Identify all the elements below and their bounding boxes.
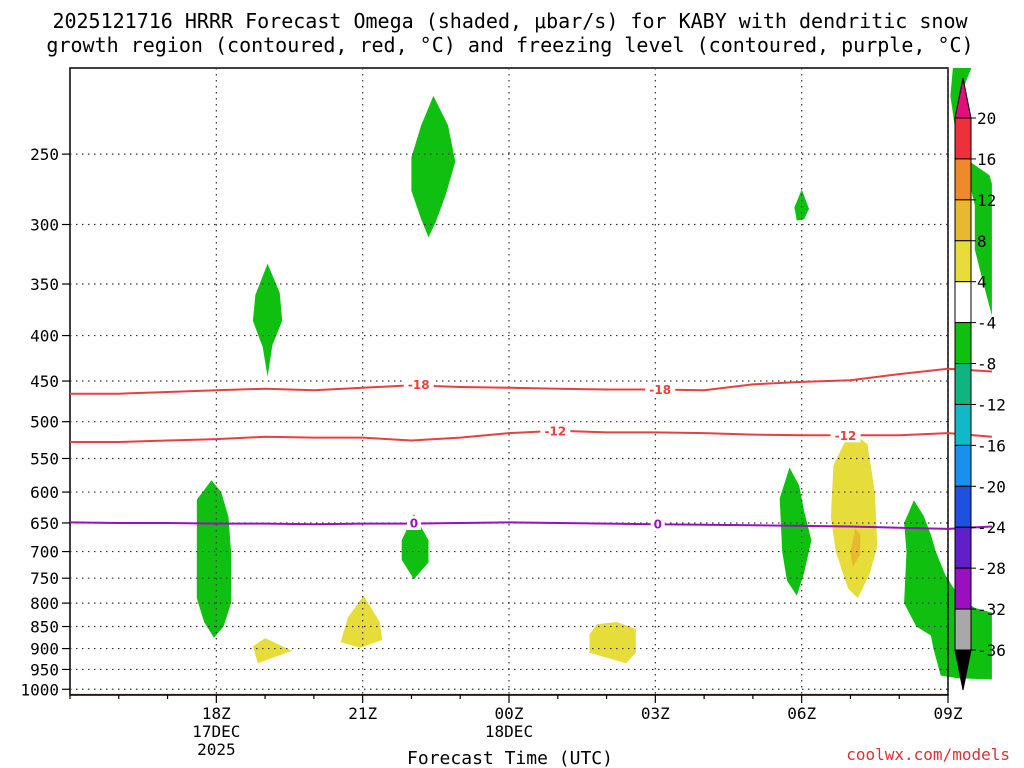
y-tick-label-1000: 1000: [20, 680, 59, 699]
chart-title-line2: growth region (contoured, red, °C) and f…: [46, 33, 973, 57]
colorbar-label-13: -36: [977, 641, 1006, 660]
dgz-minus-12-label-bg-1: [830, 428, 861, 443]
colorbar-segment-6: [954, 363, 972, 405]
x-tick-label-18-2: 2025: [197, 740, 236, 759]
y-axis: 250 300 350 400 450 500 550 600 650 700 750 800 850 9…: [20, 145, 70, 699]
y-tick-label-250: 250: [30, 145, 59, 164]
omega-orange-07z: [850, 528, 861, 567]
colorbar-label-10: -24: [977, 518, 1006, 537]
y-tick-label-400: 400: [30, 327, 59, 346]
x-tick-label-30-0: 06Z: [787, 704, 816, 723]
omega-green-upper-center: [411, 95, 456, 238]
colorbar-bottom-arrow: [954, 649, 972, 691]
dgz-minus-18-label-0: -18: [408, 378, 430, 392]
colorbar: 20 16 12 8 4 -4 -8 -12 -16 -20 -24 -28 -32 -36: [954, 77, 1006, 691]
dgz-minus-12-label-1: -12: [835, 429, 857, 443]
omega-green-18z-low: [196, 480, 231, 638]
omega-yellow-0130: [589, 622, 636, 664]
dgz-minus-18-line: [70, 367, 992, 395]
colorbar-label-8: -16: [977, 436, 1006, 455]
colorbar-segment-5: [954, 322, 972, 365]
y-tick-label-900: 900: [30, 640, 59, 659]
colorbar-segment-8: [954, 444, 972, 487]
omega-green-350-400: [252, 263, 283, 377]
omega-yellow-2030: [340, 595, 383, 648]
colorbar-segment-9: [954, 485, 972, 528]
colorbar-segment-0: [954, 117, 972, 160]
x-tick-label-18-1: 17DEC: [192, 722, 240, 741]
freezing-level-0-line: [69, 521, 992, 530]
credit-text: coolwx.com/models: [846, 745, 1010, 764]
omega-green-22z: [401, 514, 429, 580]
dgz-minus-12-label-bg-0: [540, 423, 571, 438]
y-tick-label-300: 300: [30, 216, 59, 235]
colorbar-label-0: 20: [977, 109, 996, 128]
dgz-minus-18-label-1: -18: [649, 383, 671, 397]
x-tick-label-27-0: 03Z: [641, 704, 670, 723]
colorbar-label-9: -20: [977, 477, 1006, 496]
colorbar-segment-12: [954, 608, 972, 651]
dgz-minus-12-label-0: -12: [544, 424, 566, 438]
x-tick-label-18-0: 18Z: [202, 704, 231, 723]
omega-green-05z: [779, 467, 812, 596]
colorbar-label-5: -4: [977, 314, 996, 333]
colorbar-label-7: -12: [977, 395, 1006, 414]
colorbar-label-2: 12: [977, 191, 996, 210]
freezing-level-0-label-0: 0: [410, 516, 418, 530]
omega-green-small-06z: [794, 189, 809, 221]
y-tick-label-950: 950: [30, 660, 59, 679]
colorbar-segment-1: [954, 158, 972, 201]
colorbar-label-3: 8: [977, 232, 987, 251]
chart-title-line1: 2025121716 HRRR Forecast Omega (shaded, …: [52, 9, 968, 33]
dgz-minus-18-label-bg-0: [403, 377, 434, 392]
y-tick-label-850: 850: [30, 618, 59, 637]
colorbar-label-6: -8: [977, 355, 996, 374]
x-tick-label-24-0: 00Z: [495, 704, 524, 723]
dgz-minus-18-label-bg-1: [645, 382, 676, 397]
colorbar-label-12: -32: [977, 600, 1006, 619]
colorbar-segment-2: [954, 199, 972, 242]
colorbar-label-11: -28: [977, 559, 1006, 578]
colorbar-label-4: 4: [977, 273, 987, 292]
x-tick-label-24-1: 18DEC: [485, 722, 533, 741]
y-tick-label-700: 700: [30, 543, 59, 562]
colorbar-segment-4: [954, 281, 972, 324]
freezing-level-0-label-1: 0: [654, 518, 662, 532]
contours: -18 -18 -12 -12 0 0: [69, 367, 992, 532]
x-tick-label-21-0: 21Z: [348, 704, 377, 723]
x-axis-label: Forecast Time (UTC): [407, 748, 613, 768]
colorbar-segment-7: [954, 403, 972, 446]
omega-yellow-07z: [830, 430, 878, 599]
y-tick-label-800: 800: [30, 594, 59, 613]
colorbar-segment-3: [954, 240, 972, 283]
y-tick-label-350: 350: [30, 275, 59, 294]
y-tick-label-650: 650: [30, 514, 59, 533]
freezing-level-0-label-bg-0: [406, 515, 421, 530]
y-tick-label-550: 550: [30, 449, 59, 468]
freezing-level-0-label-bg-1: [650, 517, 665, 532]
y-tick-label-450: 450: [30, 372, 59, 391]
colorbar-segment-11: [954, 567, 972, 610]
omega-yellow-1830: [252, 638, 292, 664]
y-tick-label-750: 750: [30, 569, 59, 588]
colorbar-segment-10: [954, 526, 972, 569]
colorbar-label-1: 16: [977, 150, 996, 169]
y-tick-label-600: 600: [30, 483, 59, 502]
x-tick-label-33-0: 09Z: [934, 704, 963, 723]
y-tick-label-500: 500: [30, 413, 59, 432]
